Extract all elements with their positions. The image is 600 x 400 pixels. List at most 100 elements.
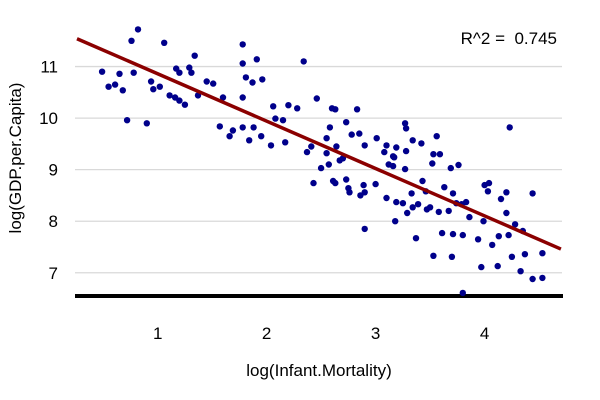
data-point	[459, 289, 466, 297]
data-point	[402, 125, 410, 132]
data-point	[203, 78, 210, 85]
data-point	[130, 69, 137, 76]
data-point	[336, 157, 343, 164]
data-point	[478, 263, 485, 271]
data-point	[383, 194, 390, 202]
data-point	[480, 218, 487, 225]
data-point	[332, 179, 339, 187]
data-point	[495, 233, 502, 240]
data-point	[373, 135, 380, 142]
data-point	[150, 86, 157, 93]
data-point	[270, 103, 277, 110]
data-point	[449, 230, 457, 238]
data-point	[529, 190, 536, 197]
data-point	[494, 262, 501, 270]
data-point	[426, 204, 434, 211]
data-point	[418, 140, 425, 147]
data-point	[239, 124, 246, 131]
data-point	[123, 117, 131, 124]
data-point	[239, 94, 246, 101]
data-point	[134, 26, 142, 33]
data-point	[459, 231, 466, 239]
data-point	[539, 250, 546, 257]
data-point	[508, 253, 516, 260]
data-point	[435, 208, 442, 216]
data-point	[445, 207, 452, 215]
data-point	[294, 105, 301, 112]
data-point	[412, 235, 420, 242]
data-point	[419, 177, 426, 185]
data-point	[361, 142, 368, 149]
data-point	[438, 229, 446, 237]
data-point	[285, 102, 292, 109]
data-point	[448, 253, 456, 260]
x-tick-label: 2	[262, 324, 271, 343]
data-point	[404, 209, 411, 217]
data-point	[323, 135, 330, 142]
data-point	[272, 115, 279, 122]
data-point	[119, 87, 127, 94]
data-point	[393, 198, 400, 206]
data-point	[219, 94, 227, 101]
data-point	[156, 83, 163, 90]
data-point	[348, 131, 355, 138]
data-point	[310, 179, 317, 187]
data-point	[333, 143, 340, 150]
data-point	[389, 153, 397, 160]
data-point	[356, 130, 363, 137]
data-point	[409, 204, 416, 211]
data-point	[143, 120, 150, 127]
data-point	[267, 142, 275, 149]
data-point	[346, 189, 353, 196]
data-point	[246, 137, 253, 144]
data-point	[497, 195, 505, 203]
data-point	[181, 101, 189, 108]
data-point	[401, 120, 409, 127]
data-point	[455, 161, 462, 169]
data-point	[399, 200, 407, 207]
data-point	[210, 80, 217, 87]
data-point	[447, 164, 454, 172]
x-tick-label: 3	[371, 324, 380, 343]
y-tick-label: 8	[49, 212, 58, 231]
data-point	[360, 181, 367, 189]
data-point	[258, 133, 265, 140]
y-tick-label: 9	[49, 161, 58, 180]
data-point	[466, 213, 473, 221]
data-point	[503, 189, 510, 196]
data-point	[176, 97, 183, 104]
data-point	[505, 231, 512, 239]
data-point	[529, 275, 536, 283]
data-point	[343, 176, 350, 183]
data-point	[313, 95, 320, 102]
data-point	[383, 142, 390, 149]
data-point	[229, 127, 237, 134]
data-point	[517, 268, 524, 275]
data-point	[429, 160, 436, 167]
data-point	[511, 221, 519, 228]
data-point	[539, 274, 546, 282]
data-point	[506, 124, 513, 131]
data-point	[474, 236, 482, 243]
data-point	[323, 150, 330, 157]
data-point	[353, 106, 361, 113]
data-point	[166, 92, 173, 99]
y-tick-labels: 7 8 9 10 11	[39, 58, 58, 283]
data-point	[239, 41, 246, 48]
data-point	[188, 69, 195, 76]
data-point	[430, 151, 437, 158]
data-point	[343, 119, 350, 126]
data-point	[279, 117, 287, 124]
regression-line	[76, 37, 562, 251]
data-point	[402, 147, 410, 155]
data-point	[250, 124, 257, 131]
data-point	[111, 81, 119, 88]
y-tick-label: 11	[40, 58, 58, 77]
data-point	[105, 83, 112, 90]
data-point	[226, 133, 233, 140]
data-point	[249, 79, 256, 86]
data-point	[98, 68, 106, 75]
data-point	[433, 133, 440, 140]
